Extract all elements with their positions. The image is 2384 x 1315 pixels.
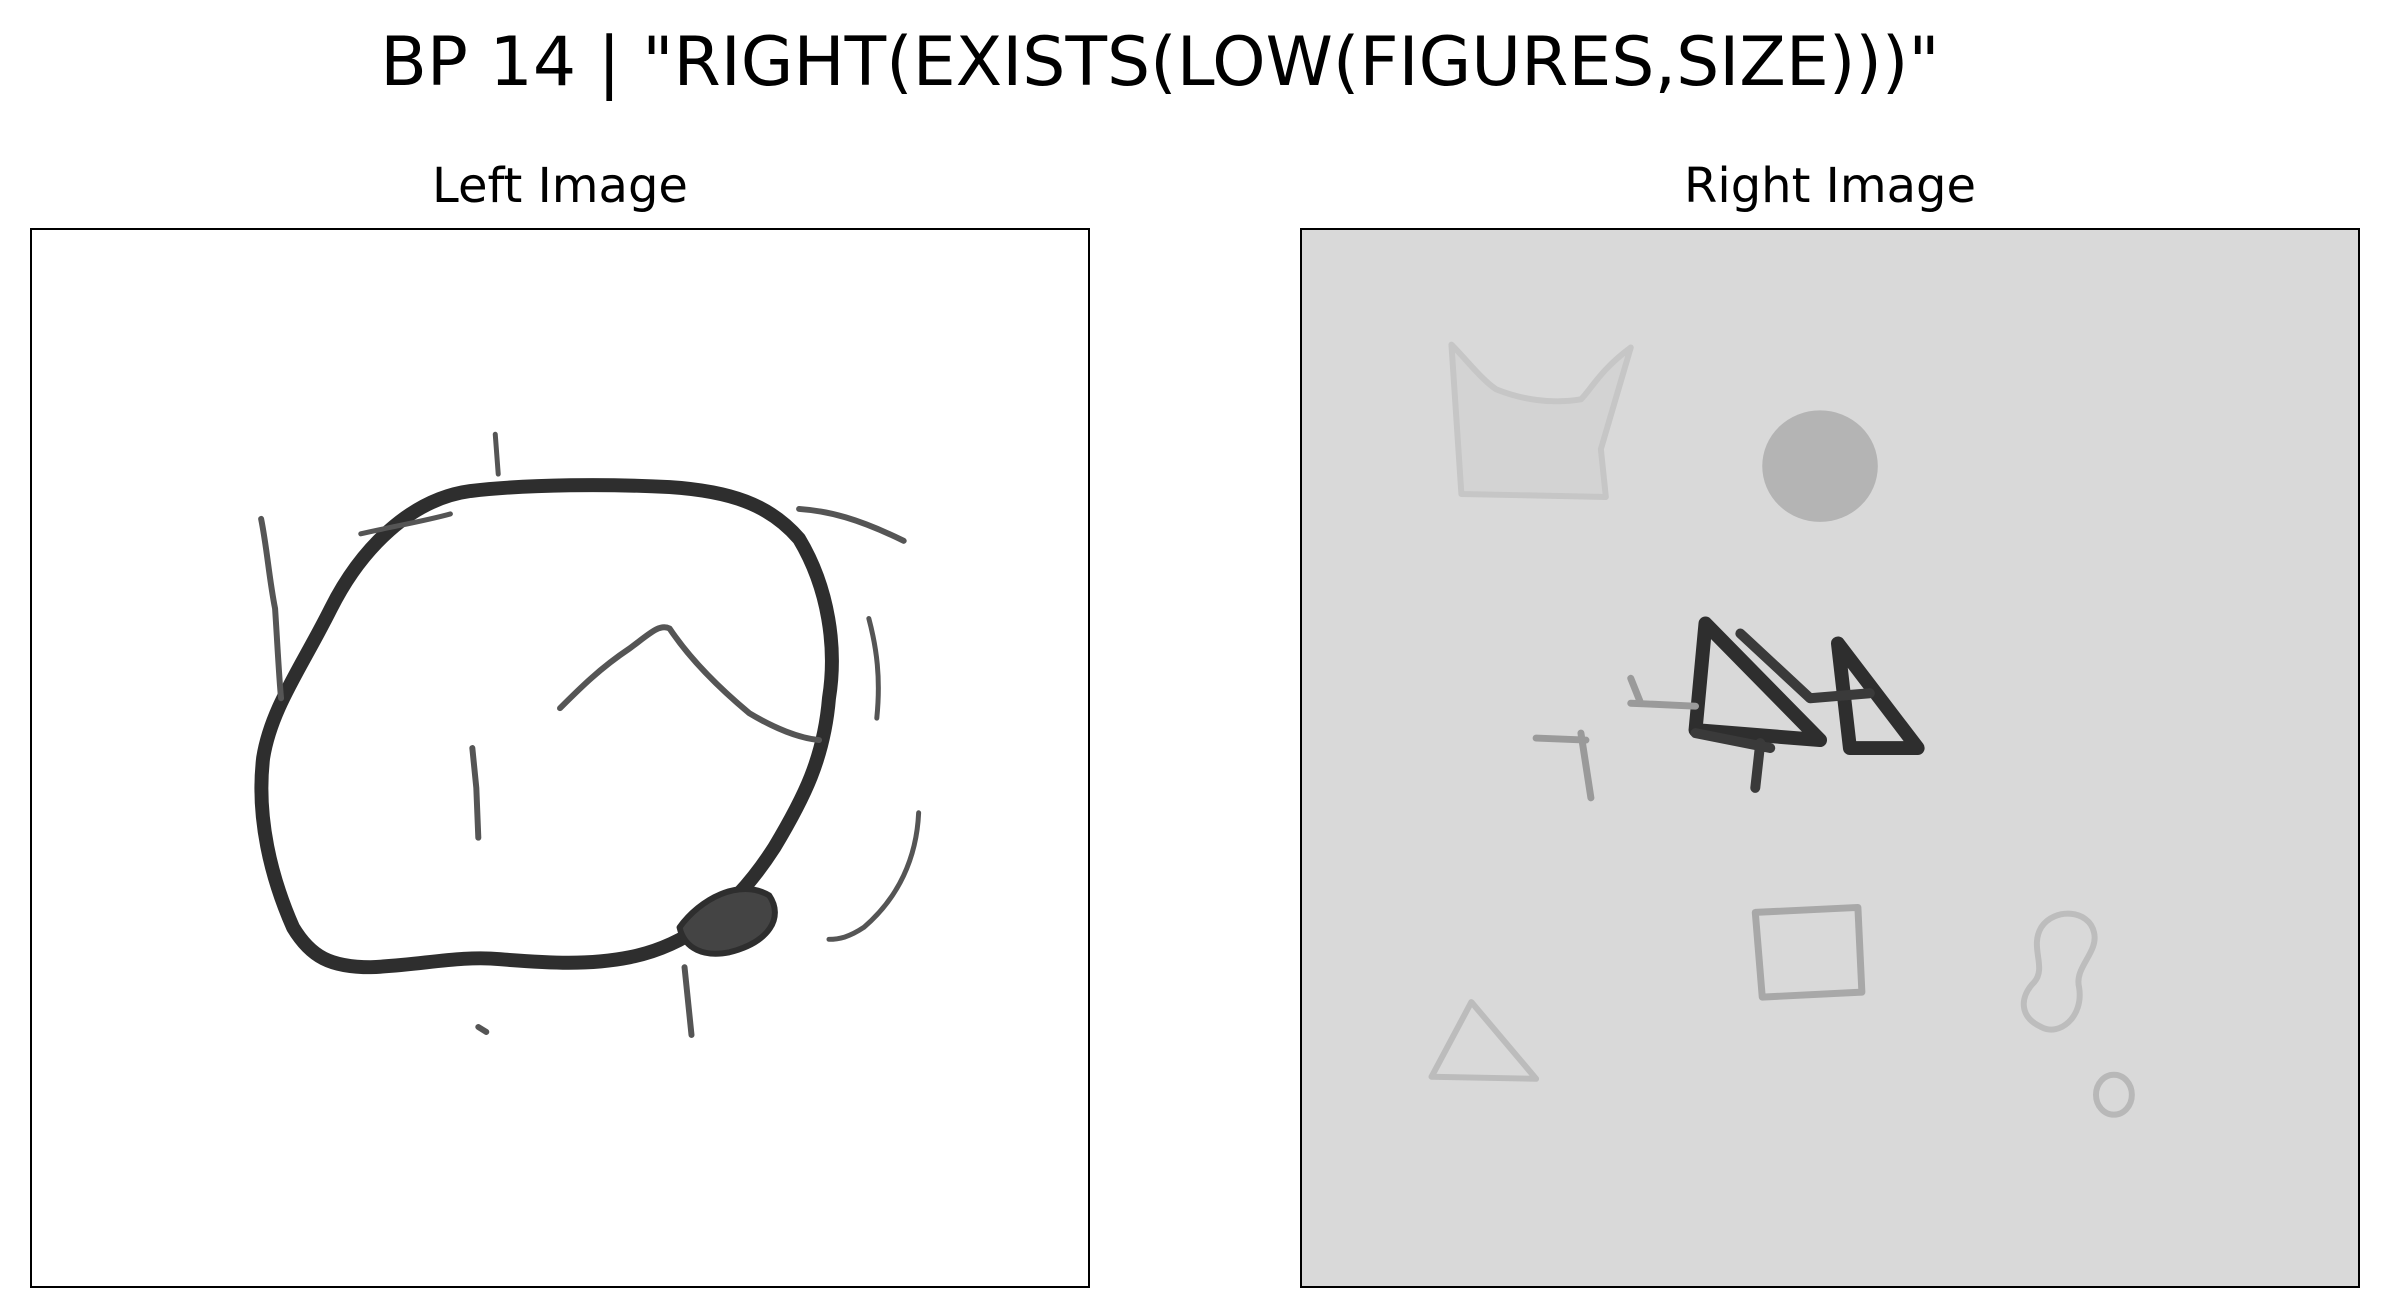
- inner-zigzag-stroke: [557, 624, 823, 744]
- right-image-canvas: [1302, 230, 2358, 1286]
- stray-stroke-left: [258, 515, 285, 702]
- inner-short-stroke: [469, 745, 482, 841]
- right-panel-title: Right Image: [1684, 158, 1976, 214]
- faint-crown-shape: [1448, 341, 1634, 500]
- gray-disc: [1762, 410, 1878, 522]
- small-square-outline: [1751, 903, 1866, 1001]
- right-image-panel: [1300, 228, 2360, 1288]
- ink-blot-lower-right: [676, 886, 778, 957]
- left-image-canvas: [32, 230, 1088, 1286]
- stray-stroke-top: [358, 431, 501, 537]
- left-image-panel: [30, 228, 1090, 1288]
- tiny-loop: [2093, 1071, 2135, 1118]
- central-triangle-left: [1688, 616, 1828, 748]
- figure-eight-outline: [2020, 910, 2098, 1033]
- central-faint-tail: [1532, 674, 1699, 802]
- left-image-background: [32, 230, 1088, 1286]
- large-closed-curve: [254, 478, 839, 975]
- left-panel-title: Left Image: [432, 158, 688, 214]
- small-triangle-outline: [1428, 999, 1540, 1082]
- figure-title: BP 14 | "RIGHT(EXISTS(LOW(FIGURES,SIZE))…: [380, 23, 1940, 102]
- central-cross-strokes: [1690, 628, 1875, 793]
- stray-stroke-top-right: [796, 505, 907, 544]
- stray-stroke-right: [826, 616, 922, 942]
- lower-tick-marks: [475, 964, 695, 1038]
